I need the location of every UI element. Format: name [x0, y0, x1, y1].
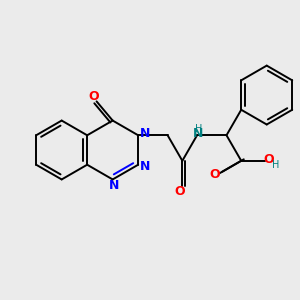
Text: N: N — [109, 179, 119, 192]
Text: O: O — [88, 91, 99, 103]
Text: O: O — [210, 168, 220, 181]
Text: H: H — [195, 124, 202, 134]
Text: H: H — [272, 160, 279, 170]
Text: O: O — [174, 184, 185, 198]
Text: N: N — [140, 160, 150, 173]
Text: O: O — [264, 153, 274, 166]
Text: N: N — [140, 127, 150, 140]
Text: N: N — [193, 127, 204, 140]
